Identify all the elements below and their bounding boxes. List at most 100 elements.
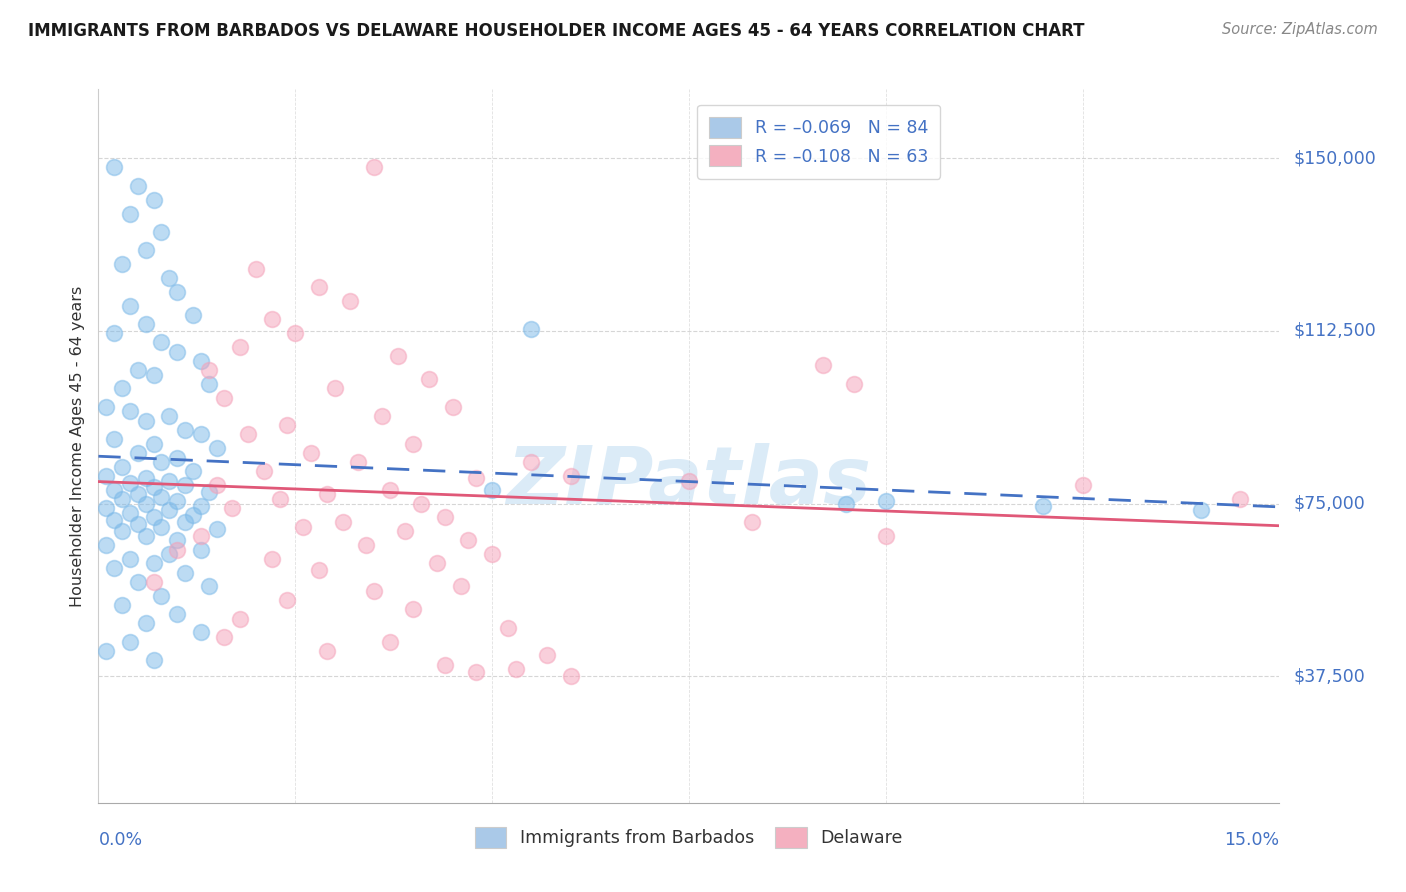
Point [190, 499, 212, 513]
Point [103, 432, 125, 446]
Point [190, 625, 212, 640]
Point [308, 563, 330, 577]
Point [118, 404, 141, 418]
Point [142, 653, 165, 667]
Point [150, 225, 173, 239]
Point [378, 483, 401, 497]
Point [181, 508, 204, 522]
Point [520, 321, 543, 335]
Point [433, 510, 456, 524]
Point [441, 400, 464, 414]
Point [229, 340, 252, 354]
Point [127, 487, 149, 501]
Point [457, 533, 479, 548]
Point [127, 446, 149, 460]
Point [520, 455, 543, 469]
Point [166, 285, 188, 299]
Point [236, 427, 259, 442]
Point [741, 515, 763, 529]
Point [135, 414, 157, 428]
Point [1071, 478, 1094, 492]
Point [118, 206, 141, 220]
Point [96, 644, 118, 658]
Point [181, 464, 204, 478]
Text: IMMIGRANTS FROM BARBADOS VS DELAWARE HOUSEHOLDER INCOME AGES 45 - 64 YEARS CORRE: IMMIGRANTS FROM BARBADOS VS DELAWARE HOU… [28, 22, 1084, 40]
Point [157, 503, 180, 517]
Point [378, 634, 401, 648]
Point [371, 409, 394, 423]
Point [481, 483, 503, 497]
Point [142, 368, 165, 382]
Point [111, 524, 134, 538]
Point [347, 455, 370, 469]
Point [229, 612, 252, 626]
Point [135, 317, 157, 331]
Point [536, 648, 558, 663]
Point [127, 574, 149, 589]
Point [205, 522, 228, 536]
Point [197, 485, 219, 500]
Point [190, 427, 212, 442]
Point [103, 161, 125, 175]
Point [394, 524, 416, 538]
Point [299, 446, 322, 460]
Point [221, 501, 243, 516]
Point [505, 662, 527, 676]
Point [135, 529, 157, 543]
Point [197, 376, 219, 391]
Point [127, 178, 149, 193]
Point [465, 471, 488, 485]
Point [190, 542, 212, 557]
Point [96, 538, 118, 552]
Point [197, 579, 219, 593]
Point [103, 326, 125, 341]
Point [411, 497, 433, 511]
Point [166, 494, 188, 508]
Point [157, 474, 180, 488]
Point [214, 391, 236, 405]
Point [96, 501, 118, 516]
Point [811, 359, 834, 373]
Text: $75,000: $75,000 [1294, 494, 1365, 513]
Point [276, 593, 298, 607]
Point [308, 280, 330, 294]
Point [284, 326, 307, 341]
Point [332, 515, 354, 529]
Point [166, 533, 188, 548]
Point [481, 547, 503, 561]
Point [402, 602, 425, 616]
Point [142, 557, 165, 571]
Text: ZIPatlas: ZIPatlas [506, 442, 872, 521]
Point [323, 381, 346, 395]
Point [496, 621, 519, 635]
Point [875, 529, 897, 543]
Point [354, 538, 377, 552]
Point [118, 475, 141, 490]
Point [157, 547, 180, 561]
Point [292, 519, 315, 533]
Point [260, 312, 283, 326]
Point [150, 589, 173, 603]
Point [402, 436, 425, 450]
Point [844, 376, 866, 391]
Point [174, 566, 197, 580]
Point [418, 372, 440, 386]
Point [1032, 499, 1054, 513]
Point [135, 616, 157, 631]
Point [142, 510, 165, 524]
Point [269, 491, 291, 506]
Point [150, 455, 173, 469]
Point [363, 584, 385, 599]
Point [142, 193, 165, 207]
Point [174, 478, 197, 492]
Point [111, 598, 134, 612]
Point [190, 529, 212, 543]
Point [245, 261, 267, 276]
Point [835, 497, 858, 511]
Point [103, 513, 125, 527]
Point [118, 551, 141, 566]
Point [465, 665, 488, 679]
Point [127, 517, 149, 532]
Point [214, 630, 236, 644]
Point [1229, 491, 1251, 506]
